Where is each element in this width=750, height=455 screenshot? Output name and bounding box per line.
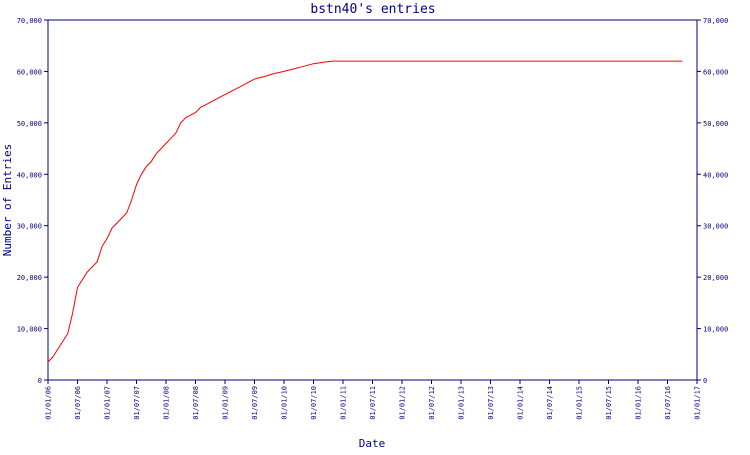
right-y-tick-label: 10,000	[703, 326, 728, 334]
x-tick-label: 01/07/13	[487, 386, 495, 420]
right-y-tick-label: 30,000	[703, 223, 728, 231]
left-y-tick-label: 0	[38, 377, 42, 385]
x-tick-label: 01/01/15	[576, 386, 584, 420]
x-tick-label: 01/07/11	[369, 386, 377, 420]
series-line	[47, 60, 683, 363]
left-y-tick-label: 40,000	[17, 171, 42, 179]
x-tick-label: 01/07/08	[192, 386, 200, 420]
x-tick-label: 01/01/12	[399, 386, 407, 420]
x-tick-label: 01/07/15	[605, 386, 613, 420]
x-tick-label: 01/01/06	[45, 386, 53, 420]
left-y-tick-label: 50,000	[17, 120, 42, 128]
right-y-axis: 0 10,000 20,000 30,000 40,000 50,000 60,000 70,…	[697, 17, 728, 385]
x-tick-label: 01/07/10	[310, 386, 318, 420]
chart-title: bstn40's entries	[310, 2, 435, 17]
x-tick-label: 01/07/06	[74, 386, 82, 420]
x-tick-label: 01/01/09	[222, 386, 230, 420]
series-layer	[47, 60, 683, 363]
right-y-tick-label: 20,000	[703, 274, 728, 282]
right-y-tick-label: 40,000	[703, 171, 728, 179]
y-axis-title: Number of Entries	[1, 144, 14, 257]
left-y-tick-label: 10,000	[17, 326, 42, 334]
right-y-tick-label: 0	[703, 377, 707, 385]
x-tick-label: 01/01/11	[340, 386, 348, 420]
x-tick-label: 01/01/16	[635, 386, 643, 420]
left-y-tick-label: 70,000	[17, 17, 42, 25]
x-tick-label: 01/01/07	[104, 386, 112, 420]
right-y-tick-label: 70,000	[703, 17, 728, 25]
x-tick-label: 01/01/08	[163, 386, 171, 420]
right-y-tick-label: 60,000	[703, 68, 728, 76]
x-tick-label: 01/01/14	[517, 386, 525, 420]
x-tick-label: 01/07/14	[546, 386, 554, 420]
left-y-axis: 0 10,000 20,000 30,000 40,000 50,000 60,000 70,…	[17, 17, 48, 385]
right-y-tick-label: 50,000	[703, 120, 728, 128]
x-axis-title: Date	[359, 437, 386, 450]
left-y-tick-label: 20,000	[17, 274, 42, 282]
x-tick-label: 01/07/07	[133, 386, 141, 420]
plot-border	[47, 19, 698, 381]
x-tick-label: 01/01/17	[694, 386, 702, 420]
x-tick-label: 01/07/12	[428, 386, 436, 420]
left-y-tick-label: 30,000	[17, 223, 42, 231]
x-tick-label: 01/01/10	[281, 386, 289, 420]
x-tick-label: 01/07/16	[664, 386, 672, 420]
left-y-tick-label: 60,000	[17, 68, 42, 76]
x-tick-label: 01/01/13	[458, 386, 466, 420]
plot-area	[47, 19, 698, 381]
x-tick-label: 01/07/09	[251, 386, 259, 420]
x-axis: 01/01/06 01/07/06 01/01/07 01/07/07 01/01/08…	[45, 380, 702, 420]
